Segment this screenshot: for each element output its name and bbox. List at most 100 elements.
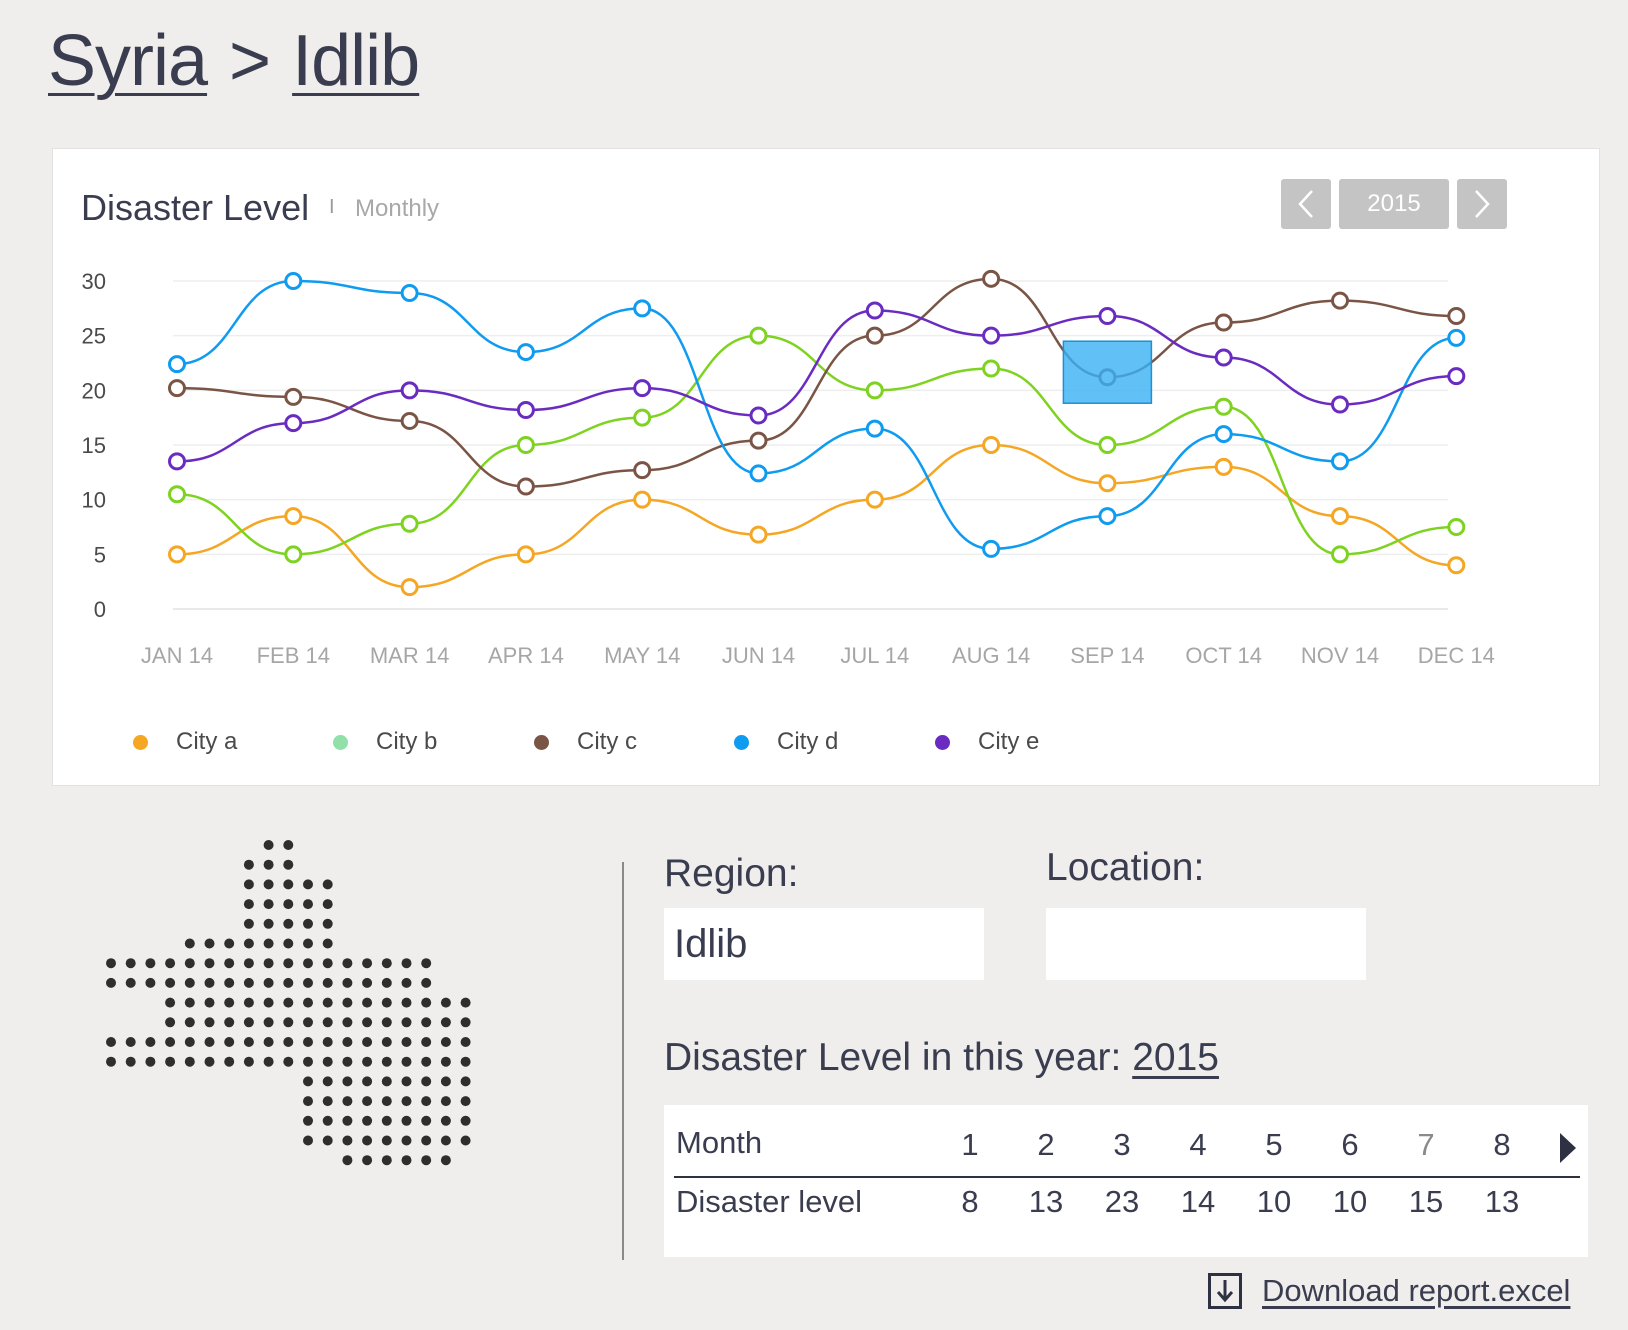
data-point (865, 326, 884, 345)
data-point (1447, 328, 1466, 347)
download-icon[interactable] (1208, 1273, 1242, 1309)
map-dot (184, 997, 195, 1008)
table-month-cell: 2 (1037, 1127, 1055, 1162)
breadcrumb-region-link[interactable]: Idlib (292, 21, 420, 101)
data-point (1447, 367, 1466, 386)
map-dot (165, 1037, 176, 1047)
legend-item[interactable]: City a (133, 727, 237, 757)
map-dot (322, 1135, 333, 1146)
data-point (865, 301, 884, 320)
x-tick-label: JUL 14 (840, 643, 909, 668)
download-report[interactable]: Download report.excel (1208, 1273, 1570, 1309)
data-point (1447, 306, 1466, 325)
data-point (749, 464, 768, 483)
map-dot (283, 1056, 294, 1067)
map-dot (381, 958, 392, 969)
data-point (1098, 474, 1117, 493)
next-year-button[interactable] (1457, 179, 1507, 229)
map-dot (362, 958, 373, 969)
section-divider (622, 862, 624, 1260)
map-dot (342, 977, 353, 988)
map-dot (263, 840, 274, 850)
map-dot (440, 1155, 451, 1166)
map-dot (322, 1096, 333, 1107)
data-point (168, 545, 186, 564)
legend-item[interactable]: City d (734, 727, 838, 757)
region-field[interactable]: Idlib (664, 908, 984, 980)
map-dot (184, 1056, 195, 1067)
map-dot (263, 997, 274, 1008)
map-dot (381, 1096, 392, 1107)
data-point (1098, 306, 1117, 325)
table-month-cell: 4 (1189, 1127, 1207, 1162)
data-point (1331, 545, 1349, 564)
table-level-cell: 10 (1332, 1184, 1368, 1219)
data-point (1214, 425, 1233, 444)
x-tick-label: MAR 14 (370, 643, 449, 668)
table-month-cell: 7 (1417, 1127, 1435, 1162)
data-point (284, 414, 303, 433)
map-dot (165, 958, 176, 969)
data-point (865, 381, 884, 400)
map-dot (401, 1037, 412, 1047)
map-dot (381, 1076, 392, 1087)
data-point (516, 545, 535, 564)
download-report-link[interactable]: Download report.excel (1262, 1273, 1571, 1308)
map-dot (145, 1056, 156, 1067)
map-dot (460, 1017, 471, 1028)
year-link[interactable]: 2015 (1132, 1036, 1219, 1079)
data-point (749, 431, 768, 450)
map-dot (440, 1115, 451, 1126)
map-dot (243, 997, 254, 1008)
map-dot (204, 997, 215, 1008)
map-dot (322, 918, 333, 929)
map-dot (145, 958, 156, 969)
x-tick-label: APR 14 (488, 643, 564, 668)
map-dot (263, 958, 274, 969)
legend-dot-icon (935, 734, 950, 750)
chart-subtitle: Monthly (355, 195, 440, 222)
map-dot (106, 977, 116, 988)
map-dot (322, 1115, 333, 1126)
table-next-arrow-icon[interactable] (1560, 1133, 1576, 1163)
legend-item[interactable]: City b (333, 727, 437, 757)
legend-item[interactable]: City e (935, 727, 1039, 757)
year-heading: Disaster Level in this year: 2015 (664, 1036, 1219, 1080)
y-tick-label: 15 (82, 433, 106, 458)
disaster-level-table: Month Disaster level 1 8 2 13 3 23 4 14 5 10 6 10 7 1… (664, 1105, 1588, 1257)
map-dot (401, 1135, 412, 1146)
data-point (168, 379, 186, 398)
chevron-right-icon (1475, 190, 1490, 218)
map-dot (283, 1037, 294, 1047)
year-selector[interactable]: 2015 (1339, 179, 1449, 229)
chart-title: Disaster Level (81, 187, 310, 228)
breadcrumb-country-link[interactable]: Syria (48, 21, 208, 101)
data-point (1214, 457, 1233, 476)
data-point (400, 514, 419, 533)
map-dot (342, 1056, 353, 1067)
map-dot (243, 1017, 254, 1028)
map-dot (106, 1056, 116, 1067)
map-dot (362, 1037, 373, 1047)
table-header-disaster-level: Disaster level (676, 1184, 863, 1219)
data-point (865, 490, 884, 509)
table-divider (674, 1176, 1580, 1178)
map-dot (224, 938, 235, 949)
legend-item[interactable]: City c (534, 727, 637, 757)
map-dot (165, 1056, 176, 1067)
table-level-cell: 10 (1256, 1184, 1292, 1219)
x-tick-label: DEC 14 (1418, 643, 1495, 668)
map-dot (243, 958, 254, 969)
hover-highlight[interactable] (1062, 340, 1153, 404)
map-dot (283, 918, 294, 929)
map-dot (224, 1037, 235, 1047)
map-dot (204, 1037, 215, 1047)
map-dot (303, 977, 313, 988)
disaster-level-chart-card: 0 5 10 15 20 25 30 JAN 14 FEB 14 MAR 14 APR 14 MAY … (52, 148, 1600, 786)
previous-year-button[interactable] (1281, 179, 1331, 229)
map-dot (243, 879, 254, 890)
data-point (982, 539, 1001, 558)
data-point (168, 485, 186, 504)
location-field[interactable] (1046, 908, 1366, 980)
region-dot-map (106, 840, 471, 1166)
